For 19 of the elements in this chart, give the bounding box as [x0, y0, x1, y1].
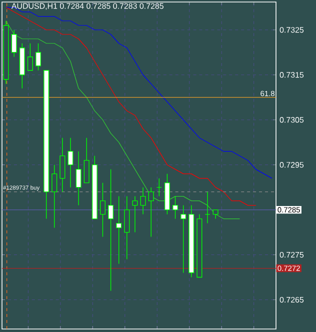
- candlestick: [124, 196, 130, 260]
- candlestick: [140, 186, 146, 215]
- candlestick: [68, 137, 74, 188]
- candlestick: [156, 178, 162, 197]
- candlestick: [132, 196, 138, 233]
- candlestick: [100, 182, 106, 238]
- candlestick: [76, 150, 82, 206]
- candlestick: [84, 137, 90, 184]
- candlestick: [60, 137, 66, 192]
- candlestick: [148, 186, 154, 238]
- candlestick: [204, 191, 210, 224]
- candlestick: [27, 43, 33, 71]
- candlestick: [116, 196, 122, 264]
- candlestick: [108, 168, 114, 292]
- candlestick: [36, 43, 42, 71]
- candlestick: [52, 164, 58, 228]
- candlestick: [180, 204, 186, 274]
- candlestick: [11, 30, 17, 58]
- candlestick: [172, 196, 178, 220]
